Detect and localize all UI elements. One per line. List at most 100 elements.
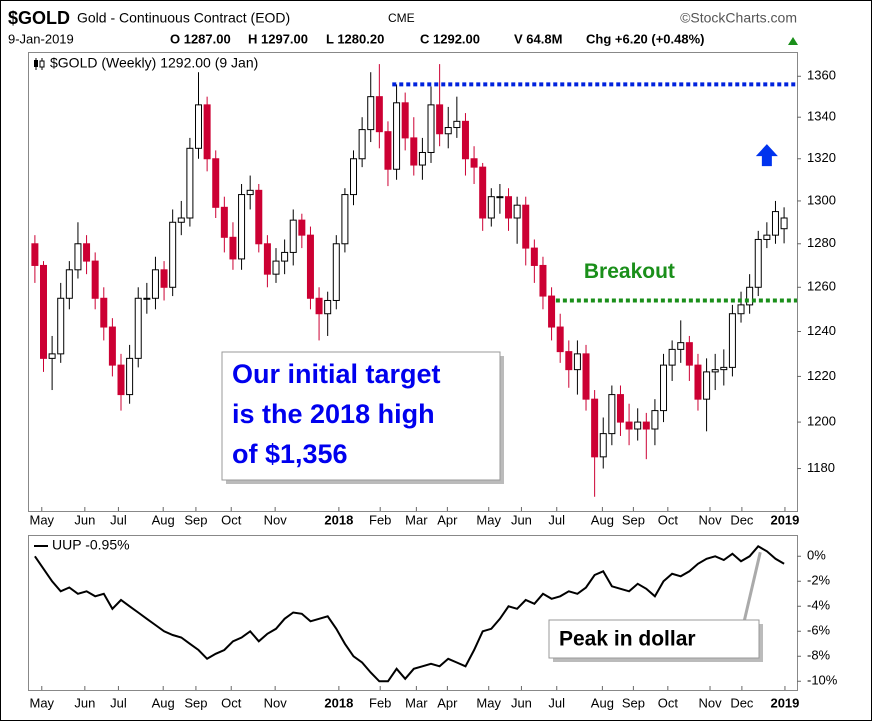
x-tick-label: 2019 (770, 695, 799, 710)
annotation-box (221, 351, 501, 481)
x-tick-label: May (29, 512, 54, 527)
y-tick-label: 1340 (807, 109, 836, 124)
candle-body (367, 96, 375, 131)
uup-legend: UUP -0.95% (52, 537, 130, 553)
subtitle: Gold - Continuous Contract (EOD) (77, 10, 290, 26)
candle-body (324, 299, 332, 315)
x-tick-label: Oct (221, 512, 242, 527)
x-tick-label: Mar (405, 695, 428, 710)
candle-body (746, 286, 754, 306)
exchange: CME (388, 11, 415, 25)
candle-body (100, 297, 108, 328)
candle-body (117, 364, 125, 396)
candle-body (298, 219, 306, 236)
candle-body (83, 243, 91, 262)
price-panel (28, 52, 798, 512)
y-tick-label: -4% (807, 598, 831, 613)
annotation-text: of $1,356 (232, 439, 348, 469)
candle-body (306, 234, 314, 299)
price-legend: $GOLD (Weekly) 1292.00 (9 Jan) (50, 55, 258, 71)
y-tick-label: 1180 (807, 460, 835, 475)
candle-body (530, 247, 538, 266)
candle-body (642, 421, 650, 430)
candle-body (513, 204, 521, 219)
x-tick-label: Jul (548, 512, 565, 527)
candle-body (65, 269, 73, 299)
candle-body (263, 243, 271, 275)
x-tick-label: May (476, 695, 501, 710)
candle-body (203, 104, 211, 160)
candle-body (350, 158, 358, 196)
candle-body (48, 353, 56, 359)
candle-body (229, 236, 237, 260)
candle-body (677, 342, 685, 350)
candle-body (410, 137, 418, 166)
y-tick-label: -10% (807, 673, 838, 688)
candle-body (505, 196, 513, 219)
candle-body (479, 166, 487, 219)
x-tick-label: Feb (369, 695, 391, 710)
source: ©StockCharts.com (680, 10, 797, 26)
y-tick-label: 1360 (807, 68, 836, 83)
candle-body (384, 131, 392, 170)
y-tick-label: 1220 (807, 368, 836, 383)
x-tick-label: Aug (591, 695, 614, 710)
x-tick-label: 2018 (324, 512, 353, 527)
candle-body (393, 102, 401, 170)
uup-line (34, 545, 785, 683)
candle-body (74, 243, 82, 271)
candle-body (401, 102, 409, 139)
x-tick-label: May (476, 512, 501, 527)
quote-item: O 1287.00 (170, 31, 231, 46)
candle-body (108, 326, 116, 366)
y-tick-label: 0% (807, 548, 826, 563)
candle-body (134, 297, 142, 359)
candle-body (160, 269, 168, 288)
candle-body (522, 204, 530, 249)
candle-body (694, 364, 702, 400)
y-tick-label: 1260 (807, 279, 836, 294)
candle-body (177, 217, 185, 223)
candle-body (31, 243, 39, 266)
candle-body (332, 243, 340, 301)
candle-body (711, 369, 719, 373)
x-tick-label: 2018 (324, 695, 353, 710)
uup-panel (28, 535, 798, 691)
candle-body (375, 96, 383, 133)
candle-body (57, 297, 65, 355)
y-tick-label: 1280 (807, 235, 836, 250)
x-tick-label: Aug (152, 512, 175, 527)
x-tick-label: Oct (658, 512, 679, 527)
candle-body (582, 353, 590, 400)
candle-body (272, 260, 280, 275)
x-tick-label: 2019 (770, 512, 799, 527)
candle-body (616, 394, 624, 423)
candle-body (358, 129, 366, 160)
candle-body (573, 353, 581, 371)
x-tick-label: Mar (405, 512, 428, 527)
symbol: $GOLD (8, 8, 70, 28)
change-arrow (788, 37, 798, 45)
x-tick-label: Apr (437, 512, 458, 527)
candle-body (220, 206, 228, 238)
candle-body (763, 234, 771, 240)
candle-body (427, 104, 435, 153)
candle-body (91, 260, 99, 299)
candle-body (444, 127, 452, 135)
candle-body (453, 120, 461, 129)
x-tick-label: Sep (184, 695, 207, 710)
x-tick-label: Jul (548, 695, 565, 710)
annotation-text: is the 2018 high (232, 399, 435, 429)
candle-body (195, 104, 203, 149)
x-tick-label: Aug (152, 695, 175, 710)
y-tick-label: 1240 (807, 323, 836, 338)
x-tick-label: Jul (110, 695, 127, 710)
quote-item: C 1292.00 (420, 31, 480, 46)
legend-icon (34, 58, 45, 70)
candle-body (539, 264, 547, 297)
candle-body (281, 251, 289, 262)
y-tick-label: 1300 (807, 192, 836, 207)
candle-body (685, 342, 693, 366)
